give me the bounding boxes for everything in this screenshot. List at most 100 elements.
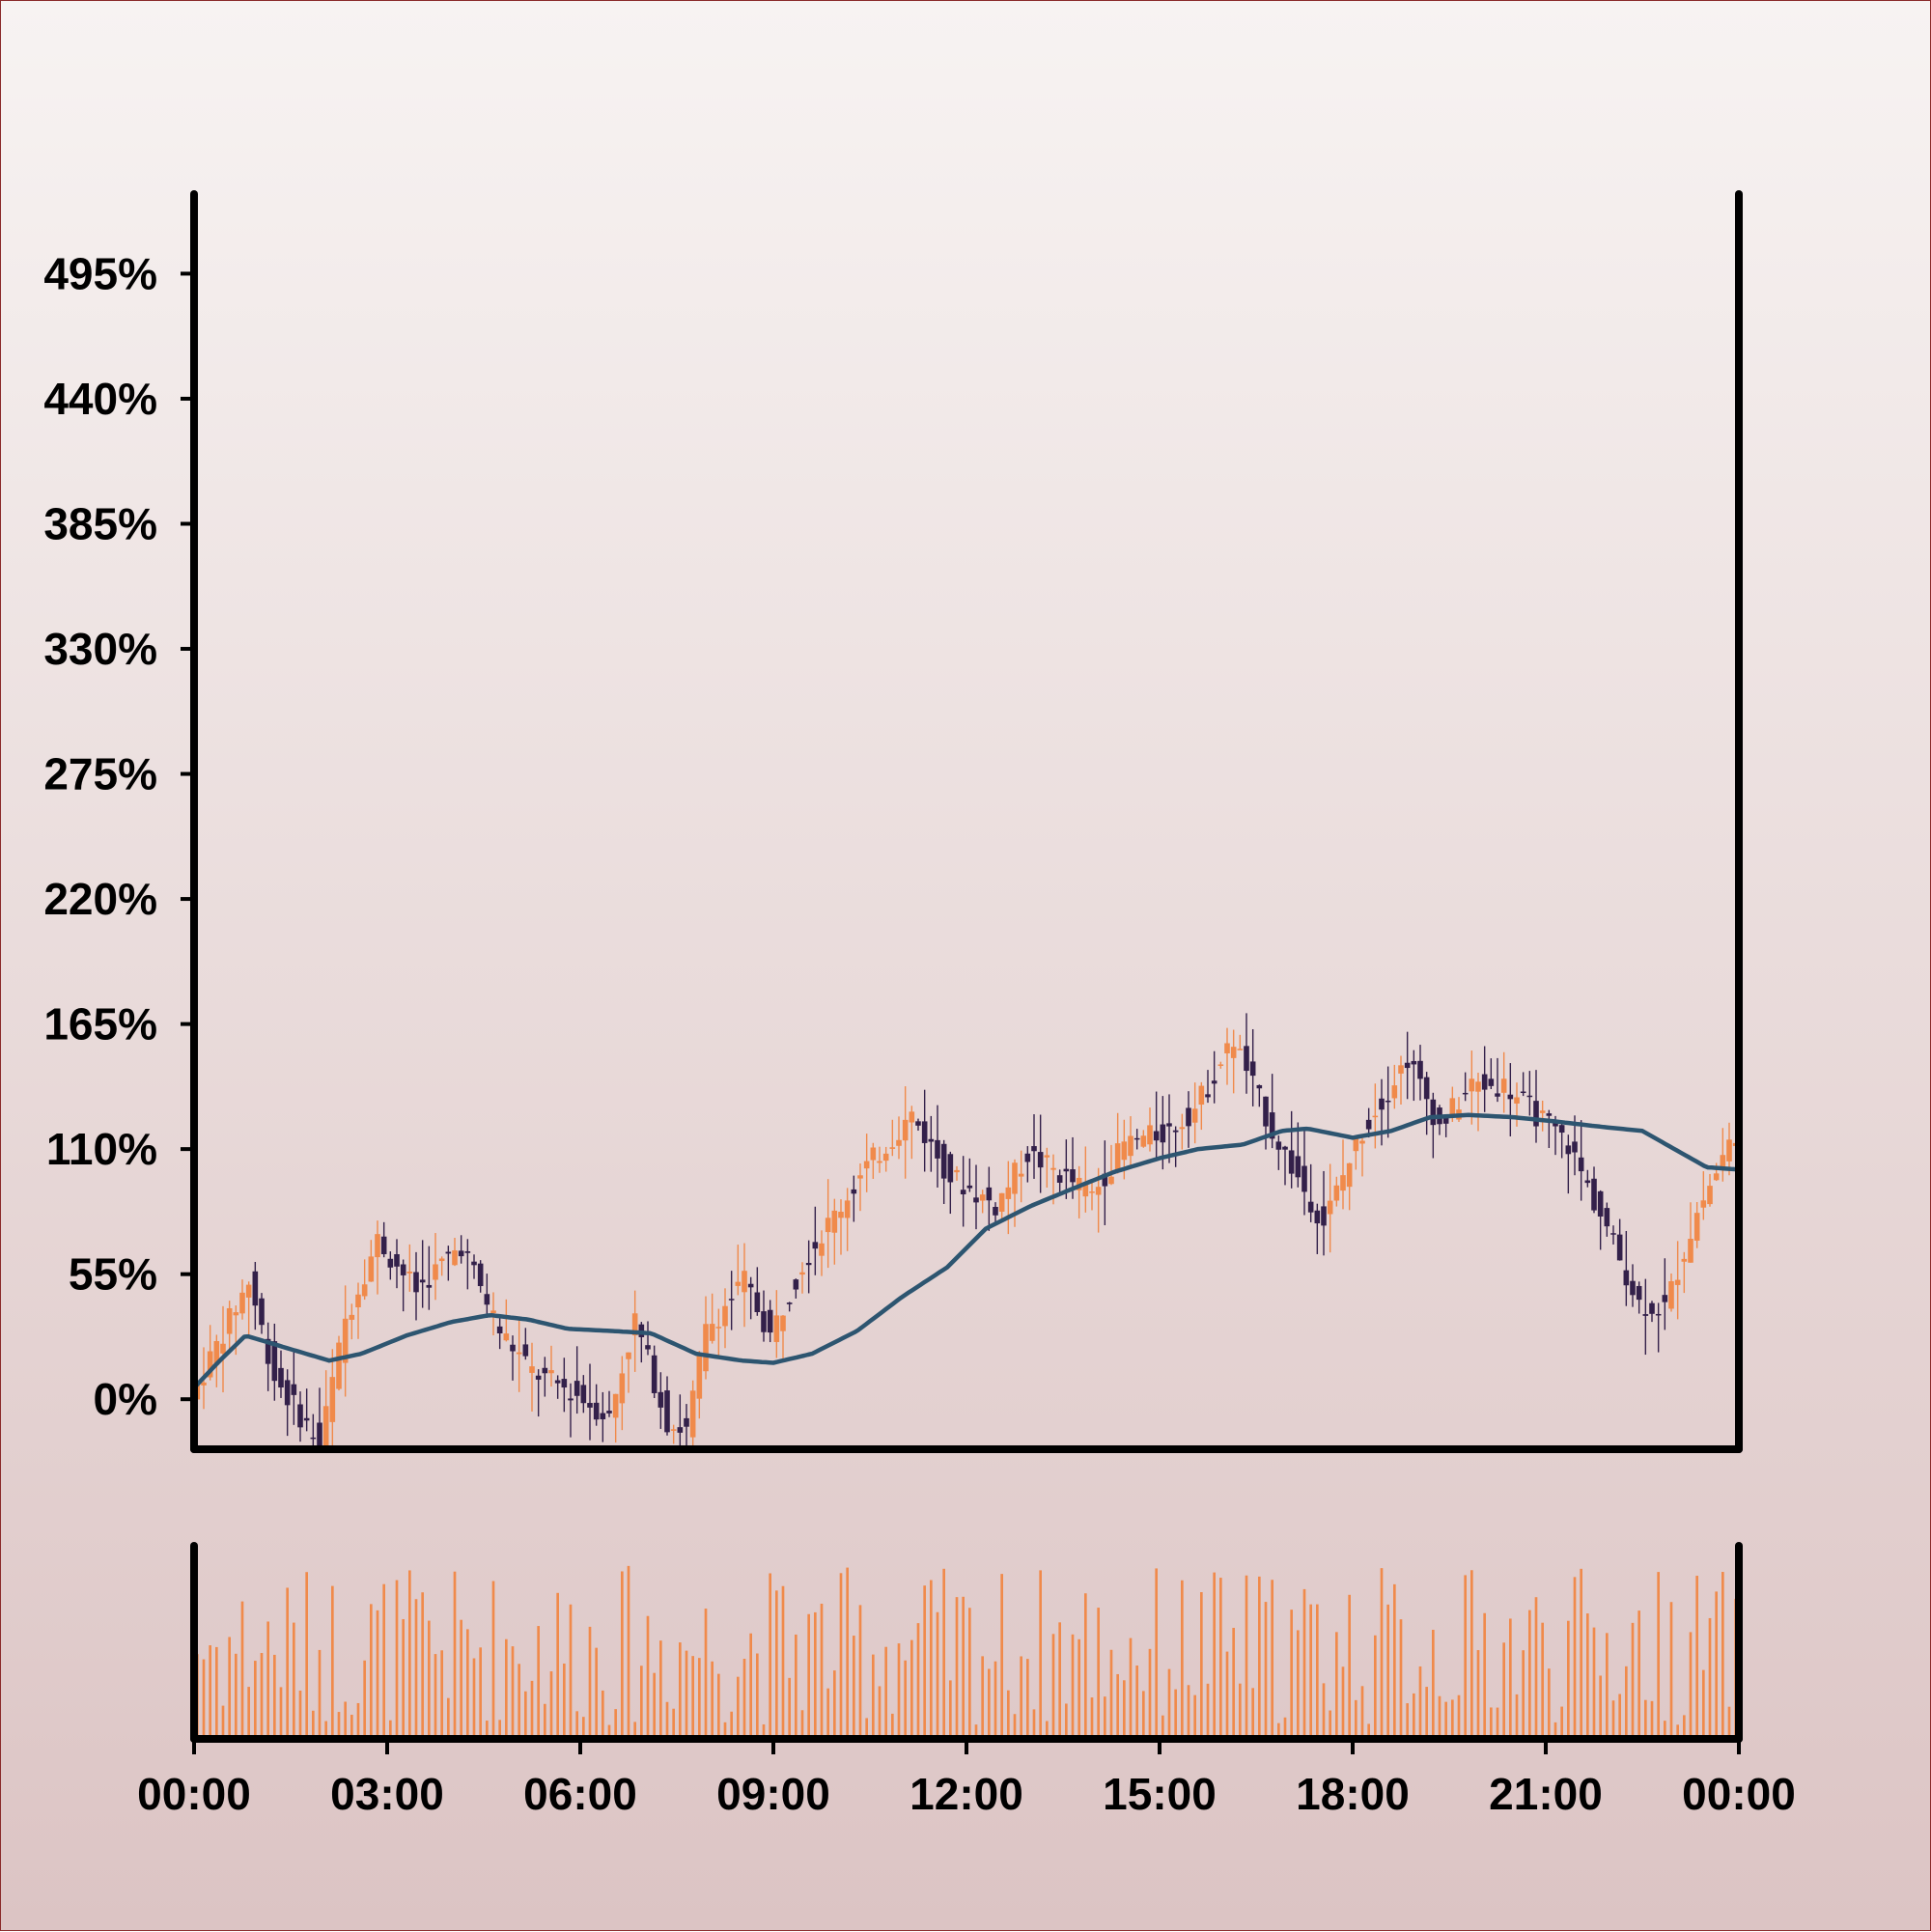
candle-body [1044, 1155, 1050, 1158]
axes-layer [190, 190, 1743, 1743]
volume-bar [974, 1724, 978, 1739]
volume-bar [1528, 1610, 1531, 1739]
volume-bar [1457, 1694, 1461, 1739]
volume-bar [1541, 1622, 1544, 1739]
candle-body [600, 1413, 606, 1419]
volume-bar [1058, 1622, 1061, 1739]
candle-body [1423, 1077, 1430, 1100]
volume-bar [646, 1615, 650, 1739]
x-axis-ticks: 00:00 03:00 06:00 09:00 12:00 15:00 18:00 21:00… [137, 1741, 1796, 1819]
volume-bar [897, 1643, 901, 1739]
candle-body [882, 1153, 889, 1162]
candle-body [767, 1309, 773, 1333]
volume-bar [781, 1585, 785, 1739]
candle-body [773, 1315, 780, 1342]
volume-bar [247, 1687, 250, 1739]
candle-body [297, 1404, 303, 1428]
volume-bar [1348, 1594, 1351, 1739]
candle-body [252, 1271, 259, 1306]
candle-body [477, 1263, 484, 1287]
candle-body [793, 1279, 799, 1290]
volume-bar [833, 1670, 836, 1739]
volume-bar [1129, 1638, 1133, 1739]
candle-body [361, 1284, 368, 1297]
candle-body [471, 1261, 477, 1266]
volume-bar [1355, 1699, 1357, 1739]
candle-body [458, 1250, 464, 1257]
candle-body [670, 1429, 677, 1431]
volume-bar [505, 1638, 508, 1739]
volume-bar [1567, 1620, 1570, 1739]
volume-bar [312, 1710, 315, 1739]
candle-body [870, 1147, 877, 1161]
candle-body [1249, 1061, 1256, 1077]
volume-bar [1213, 1572, 1216, 1739]
volume-bar [1702, 1669, 1705, 1739]
volume-bar [254, 1661, 257, 1739]
candle-body [889, 1147, 896, 1149]
moving-average-layer [192, 1112, 1740, 1389]
volume-bar [1225, 1651, 1229, 1739]
volume-bar [1399, 1619, 1403, 1739]
candle-body [1063, 1168, 1070, 1172]
volume-bar [331, 1585, 334, 1739]
candle-body [1604, 1208, 1610, 1227]
y-tick-label: 440% [43, 374, 157, 424]
candle-body [896, 1139, 902, 1146]
volume-bar [968, 1608, 971, 1739]
candle-body [1417, 1060, 1423, 1079]
candle-body [554, 1380, 561, 1384]
volume-bar [1051, 1634, 1055, 1739]
candle-body [406, 1271, 413, 1274]
volume-bar [1232, 1627, 1235, 1739]
volume-bar [853, 1636, 855, 1739]
x-tick-label: 09:00 [716, 1769, 830, 1819]
volume-bar [1000, 1574, 1003, 1739]
volume-bar [260, 1653, 264, 1739]
volume-bar [1200, 1592, 1203, 1739]
candle-body [452, 1250, 458, 1266]
volume-bar [1606, 1633, 1609, 1739]
volume-bar [1142, 1691, 1145, 1739]
candle-body [233, 1312, 239, 1316]
candle-body [1558, 1125, 1565, 1134]
volume-bar [1187, 1685, 1190, 1739]
volume-bar [1650, 1700, 1654, 1739]
candle-body [1114, 1143, 1121, 1170]
volume-bar [235, 1653, 238, 1739]
volume-bar [1077, 1638, 1080, 1739]
volume-bar [486, 1721, 489, 1739]
candle-body [317, 1422, 322, 1446]
volume-bar [453, 1571, 457, 1739]
candle-body [433, 1264, 438, 1280]
candle-body [593, 1402, 600, 1420]
candle-body [819, 1243, 825, 1256]
volume-bar [408, 1570, 411, 1739]
x-tick-label: 06:00 [523, 1769, 637, 1819]
volume-bar [1664, 1721, 1666, 1739]
volume-bar [878, 1686, 882, 1739]
x-tick-label: 18:00 [1296, 1769, 1410, 1819]
volume-bar [1148, 1648, 1152, 1739]
volume-bar [1135, 1665, 1138, 1739]
volume-bar [788, 1677, 791, 1739]
volume-bar [981, 1656, 984, 1739]
candle-body [284, 1380, 291, 1406]
candle-body [1198, 1085, 1205, 1106]
candle-body [445, 1251, 452, 1254]
volume-bar [1167, 1668, 1171, 1739]
candle-body [1282, 1146, 1288, 1150]
volume-bar [472, 1658, 476, 1739]
volume-bar [1548, 1668, 1551, 1739]
candle-body [677, 1427, 684, 1433]
candle-body [522, 1344, 529, 1357]
candle-body [703, 1324, 709, 1372]
volume-bar [1637, 1610, 1640, 1739]
volume-bar [1097, 1608, 1100, 1739]
volume-bar [672, 1708, 675, 1739]
volume-bar [221, 1705, 225, 1739]
candle-body [368, 1256, 375, 1282]
volume-bar [698, 1658, 701, 1739]
volume-bar [1277, 1722, 1280, 1739]
